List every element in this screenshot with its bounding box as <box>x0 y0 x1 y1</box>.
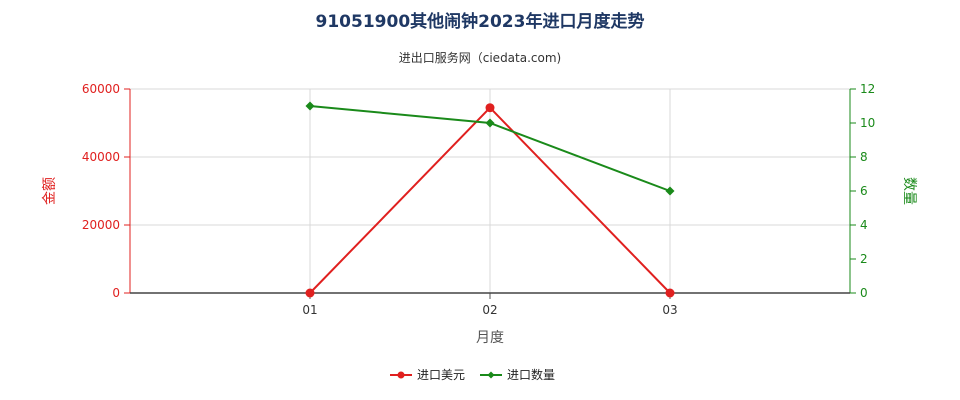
x-axis-title: 月度 <box>476 330 504 346</box>
y-axis-right-title: 数量 <box>901 177 917 205</box>
y-left-tick-label: 60000 <box>82 82 120 96</box>
legend-label: 进口美元 <box>417 368 465 382</box>
y-right-tick-label: 0 <box>860 286 868 300</box>
legend[interactable]: 进口美元 进口数量 <box>390 367 555 382</box>
series-1-point-03[interactable] <box>665 288 675 298</box>
y-axis-left-title: 金额 <box>42 177 58 205</box>
y-right-tick-label: 4 <box>860 218 868 232</box>
axes <box>124 88 856 299</box>
y-right-tick-label: 10 <box>860 116 875 130</box>
y-right-tick-label: 6 <box>860 184 868 198</box>
legend-label: 进口数量 <box>507 367 555 382</box>
y-left-tick-label: 40000 <box>82 150 120 164</box>
legend-swatch-marker <box>397 371 405 379</box>
y-right-tick-label: 2 <box>860 252 868 266</box>
series-1-point-02[interactable] <box>485 103 495 113</box>
legend-item-2[interactable]: 进口数量 <box>480 367 555 382</box>
series-2-point-01[interactable] <box>305 101 315 111</box>
x-tick-label: 02 <box>482 303 497 317</box>
x-tick-label: 03 <box>662 303 677 317</box>
chart-subtitle: 进出口服务网（ciedata.com) <box>399 50 561 65</box>
y-right-tick-label: 8 <box>860 150 868 164</box>
chart-title: 91051900其他闹钟2023年进口月度走势 <box>316 11 645 32</box>
series-2-point-02[interactable] <box>485 118 495 128</box>
y-left-tick-label: 0 <box>112 286 120 300</box>
series-2-point-03[interactable] <box>665 186 675 196</box>
y-left-tick-label: 20000 <box>82 218 120 232</box>
series-1-point-01[interactable] <box>305 288 315 298</box>
y-right-tick-label: 12 <box>860 82 875 96</box>
series <box>305 101 675 298</box>
legend-item-1[interactable]: 进口美元 <box>390 368 465 382</box>
legend-swatch-marker <box>487 371 495 379</box>
x-tick-label: 01 <box>302 303 317 317</box>
